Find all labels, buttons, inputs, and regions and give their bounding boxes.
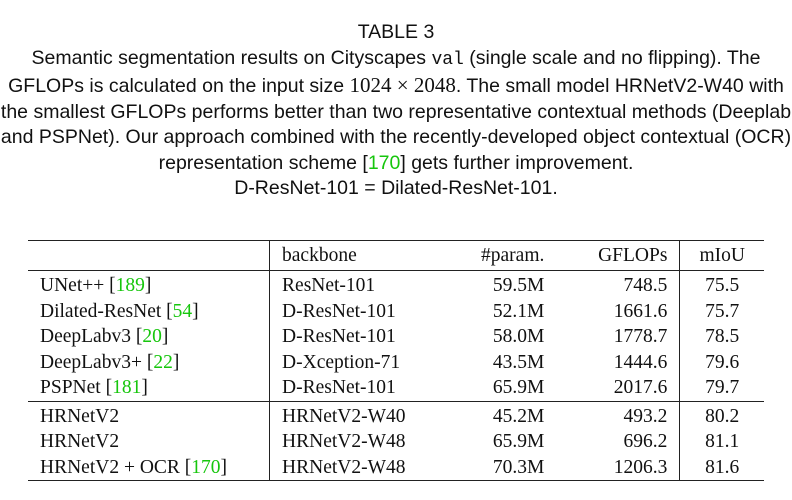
method-name: Dilated-ResNet — [40, 300, 162, 322]
caption-seg2: (single scale and no flipping). The GFLO… — [8, 46, 761, 98]
cell-miou: 81.6 — [679, 454, 764, 481]
cell-miou: 79.7 — [679, 375, 764, 401]
table-row: UNet++ [189] ResNet-101 59.5M 748.5 75.5 — [28, 270, 764, 299]
method-name: PSPNet — [40, 377, 101, 398]
citation-link[interactable]: 20 — [142, 326, 162, 347]
cell-method: DeepLabv3+ [22] — [40, 351, 180, 373]
table-row: Dilated-ResNet [54] D-ResNet-101 52.1M 1661… — [28, 298, 764, 324]
cell-params: 59.5M — [492, 275, 545, 296]
cell-method: PSPNet [181] — [40, 377, 148, 398]
cell-miou: 75.7 — [679, 298, 764, 324]
table-group-hrnet: HRNetV2 HRNetV2-W40 45.2M 493.2 80.2 HRNetV2 H… — [28, 401, 764, 481]
cell-backbone: D-Xception-71 — [269, 349, 444, 375]
cell-params: 65.9M — [492, 377, 545, 398]
header-params: #param. — [481, 244, 545, 266]
method-name: HRNetV2 — [40, 431, 120, 452]
caption-text: Semantic segmentation results on Citysca… — [0, 46, 792, 177]
cell-gflops: 2017.6 — [613, 377, 668, 398]
method-name: HRNetV2 + OCR — [40, 456, 180, 478]
table-header-row: backbone #param. GFLOPs mIoU — [28, 240, 764, 271]
cell-gflops: 1444.6 — [613, 351, 668, 373]
cell-backbone: D-ResNet-101 — [269, 324, 444, 350]
cell-gflops: 696.2 — [623, 431, 668, 452]
table-row: DeepLabv3 [20] D-ResNet-101 58.0M 1778.7 78.… — [28, 324, 764, 350]
cell-gflops: 1778.7 — [613, 326, 668, 347]
cell-method: HRNetV2 — [28, 401, 270, 429]
cell-backbone: D-ResNet-101 — [269, 298, 444, 324]
table-row: HRNetV2 HRNetV2-W48 65.9M 696.2 81.1 — [28, 429, 764, 455]
cell-method: HRNetV2 + OCR [170] — [40, 456, 228, 478]
cell-backbone: ResNet-101 — [269, 270, 444, 299]
cell-params: 65.9M — [492, 431, 545, 452]
cell-backbone: D-ResNet-101 — [269, 375, 444, 401]
citation-link[interactable]: 181 — [112, 377, 142, 398]
table-caption: TABLE 3 Semantic segmentation results on… — [0, 20, 792, 202]
table-group-baselines: UNet++ [189] ResNet-101 59.5M 748.5 75.5 Dila… — [28, 270, 764, 401]
caption-seg1: Semantic segmentation results on Citysca… — [31, 46, 432, 69]
cell-miou: 80.2 — [679, 401, 764, 429]
cell-params: 45.2M — [492, 405, 545, 427]
cell-gflops: 493.2 — [623, 405, 668, 427]
cell-method: UNet++ [189] — [40, 275, 152, 296]
caption-val-code: val — [431, 49, 464, 70]
table-row: DeepLabv3+ [22] D-Xception-71 43.5M 1444.6 7… — [28, 349, 764, 375]
method-name: UNet++ — [40, 275, 105, 296]
citation-link[interactable]: 189 — [115, 275, 145, 296]
cell-gflops: 1206.3 — [613, 456, 668, 478]
cell-params: 58.0M — [492, 326, 545, 347]
cell-method: DeepLabv3 [20] — [40, 326, 169, 347]
cell-params: 43.5M — [492, 351, 545, 373]
cell-miou: 81.1 — [679, 429, 764, 455]
method-name: HRNetV2 — [40, 405, 120, 427]
table-row: PSPNet [181] D-ResNet-101 65.9M 2017.6 79.7 — [28, 375, 764, 401]
method-name: DeepLabv3+ — [40, 351, 142, 373]
cell-backbone: HRNetV2-W48 — [269, 429, 444, 455]
header-backbone: backbone — [269, 240, 444, 271]
header-miou: mIoU — [679, 240, 764, 271]
cell-method: HRNetV2 — [28, 429, 270, 455]
table-row: HRNetV2 + OCR [170] HRNetV2-W48 70.3M 1206.… — [28, 454, 764, 481]
method-name: DeepLabv3 — [40, 326, 131, 347]
caption-input-size: 1024 × 2048 — [349, 73, 456, 97]
citation-link[interactable]: 22 — [153, 351, 173, 373]
citation-link[interactable]: 170 — [191, 456, 221, 478]
citation-link[interactable]: 54 — [172, 300, 193, 322]
cell-miou: 75.5 — [679, 270, 764, 299]
cell-backbone: HRNetV2-W40 — [269, 401, 444, 429]
table-label: TABLE 3 — [357, 21, 435, 43]
cell-miou: 79.6 — [679, 349, 764, 375]
caption-last-line: D-ResNet-101 = Dilated-ResNet-101. — [234, 177, 558, 199]
header-method — [28, 241, 270, 271]
cell-backbone: HRNetV2-W48 — [269, 454, 444, 481]
cell-gflops: 748.5 — [623, 275, 668, 296]
cell-gflops: 1661.6 — [613, 300, 668, 322]
cell-miou: 78.5 — [679, 324, 764, 350]
header-gflops: GFLOPs — [598, 244, 668, 266]
cell-method: Dilated-ResNet [54] — [40, 300, 199, 322]
table-row: HRNetV2 HRNetV2-W40 45.2M 493.2 80.2 — [28, 401, 764, 429]
cell-params: 52.1M — [492, 300, 545, 322]
caption-seg4: ] gets further improvement. — [400, 151, 634, 174]
caption-citation-link[interactable]: 170 — [367, 151, 401, 174]
caption-seg3: . The small model HRNetV2-W40 with the s… — [0, 75, 792, 174]
cell-params: 70.3M — [492, 456, 545, 478]
results-table: backbone #param. GFLOPs mIoU UNet++ [189… — [28, 240, 764, 481]
